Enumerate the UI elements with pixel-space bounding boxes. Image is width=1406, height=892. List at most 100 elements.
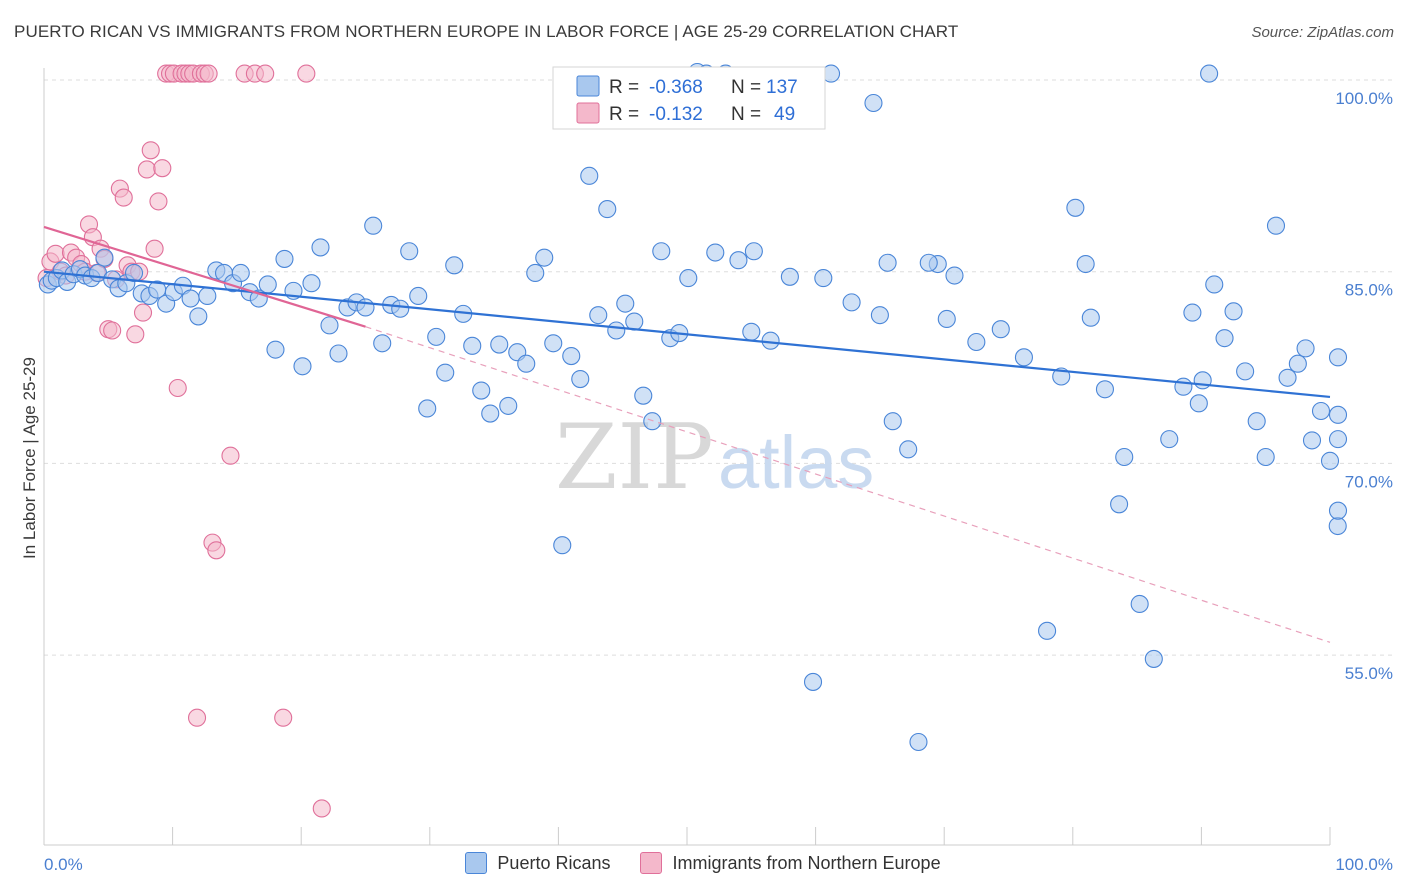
scatter-point bbox=[103, 321, 122, 340]
scatter-point bbox=[187, 708, 207, 727]
scatter-point bbox=[535, 248, 554, 267]
scatter-point bbox=[729, 251, 748, 270]
scatter-point bbox=[883, 412, 902, 431]
scatter-point bbox=[1302, 431, 1322, 450]
trend-line-puerto-ricans bbox=[43, 270, 1331, 399]
scatter-point bbox=[445, 256, 464, 275]
legend-n-value-pink: 49 bbox=[774, 104, 795, 125]
scatter-point bbox=[967, 332, 986, 352]
scatter-point bbox=[1193, 371, 1212, 390]
scatter-point bbox=[221, 446, 240, 465]
scatter-point bbox=[607, 321, 626, 340]
scatter-point bbox=[1278, 368, 1297, 387]
bottom-legend-swatch-blue bbox=[465, 852, 488, 874]
scatter-point bbox=[181, 289, 200, 308]
scatter-point bbox=[427, 327, 446, 346]
scatter-point bbox=[1110, 495, 1129, 514]
y-tick-label: 85.0% bbox=[1345, 281, 1393, 300]
series-points-immigrants bbox=[37, 64, 331, 818]
scatter-point bbox=[1144, 649, 1163, 668]
scatter-point bbox=[1266, 216, 1286, 235]
scatter-point bbox=[189, 307, 208, 326]
scatter-point bbox=[870, 306, 889, 325]
bottom-legend-item-puerto-ricans: Puerto Ricans bbox=[465, 852, 610, 874]
scatter-point bbox=[312, 799, 331, 818]
scatter-point bbox=[1328, 516, 1347, 536]
y-tick-label: 55.0% bbox=[1345, 664, 1393, 683]
y-tick-label: 100.0% bbox=[1335, 89, 1393, 108]
scatter-point bbox=[418, 399, 437, 418]
scatter-point bbox=[864, 93, 883, 113]
scatter-point bbox=[302, 274, 321, 293]
scatter-point bbox=[544, 334, 563, 353]
scatter-point bbox=[258, 275, 277, 294]
watermark-zip: ZIP bbox=[555, 405, 714, 510]
x-tick-labels: 0.0% 100.0% bbox=[44, 855, 1393, 874]
y-tick-label: 70.0% bbox=[1345, 472, 1393, 491]
scatter-point bbox=[761, 331, 780, 350]
scatter-point bbox=[1066, 198, 1085, 217]
bottom-legend-item-immigrants: Immigrants from Northern Europe bbox=[640, 852, 941, 874]
scatter-point bbox=[133, 303, 153, 322]
scatter-point bbox=[46, 244, 65, 263]
scatter-point bbox=[526, 263, 545, 283]
scatter-point bbox=[991, 320, 1010, 339]
scatter-point bbox=[400, 242, 419, 261]
scatter-point bbox=[145, 239, 164, 258]
scatter-point bbox=[256, 64, 275, 83]
scatter-point bbox=[137, 160, 156, 179]
scatter-point bbox=[878, 253, 897, 272]
scatter-point bbox=[744, 242, 763, 261]
scatter-point bbox=[553, 536, 572, 555]
axes bbox=[43, 68, 1331, 846]
scatter-point bbox=[463, 336, 482, 355]
scatter-point bbox=[1115, 447, 1134, 467]
scatter-point bbox=[652, 242, 671, 261]
bottom-legend-label-immigrants: Immigrants from Northern Europe bbox=[672, 852, 941, 873]
scatter-point bbox=[562, 346, 581, 366]
scatter-point bbox=[1130, 594, 1149, 614]
chart-title: PUERTO RICAN VS IMMIGRANTS FROM NORTHERN… bbox=[14, 22, 959, 41]
scatter-point bbox=[1288, 354, 1307, 373]
scatter-point bbox=[231, 263, 250, 283]
scatter-point bbox=[373, 334, 392, 353]
scatter-point bbox=[311, 238, 330, 257]
scatter-point bbox=[168, 378, 187, 398]
legend: R = -0.368 N = 137 R = -0.132 N = 49 bbox=[552, 66, 826, 130]
scatter-point bbox=[275, 249, 294, 268]
scatter-point bbox=[598, 200, 617, 219]
legend-r-value-pink: -0.132 bbox=[649, 104, 703, 125]
trend-lines bbox=[43, 225, 1331, 643]
source-label: Source: ZipAtlas.com bbox=[1251, 24, 1394, 41]
scatter-point bbox=[1236, 362, 1255, 381]
legend-n-value-blue: 137 bbox=[766, 77, 798, 98]
scatter-point bbox=[391, 299, 410, 318]
scatter-point bbox=[580, 166, 599, 185]
legend-swatch-blue bbox=[576, 75, 600, 97]
scatter-point bbox=[842, 293, 861, 312]
scatter-point bbox=[149, 192, 168, 211]
scatter-point bbox=[1328, 430, 1348, 449]
scatter-point bbox=[1328, 501, 1348, 520]
scatter-point bbox=[1200, 64, 1219, 83]
scatter-point bbox=[899, 440, 918, 459]
scatter-point bbox=[571, 370, 590, 389]
scatter-point bbox=[1189, 394, 1208, 413]
grid bbox=[44, 79, 1395, 656]
bottom-legend-label-puerto-ricans: Puerto Ricans bbox=[497, 852, 611, 873]
scatter-point bbox=[297, 64, 316, 83]
scatter-point bbox=[616, 294, 635, 313]
scatter-point bbox=[1296, 339, 1315, 358]
scatter-point bbox=[114, 188, 133, 207]
scatter-point bbox=[266, 340, 285, 359]
scatter-point bbox=[126, 325, 145, 344]
scatter-point bbox=[945, 266, 964, 285]
scatter-point bbox=[1081, 308, 1100, 327]
legend-swatch-pink bbox=[576, 102, 600, 124]
x-tick-label-max: 100.0% bbox=[1335, 855, 1393, 874]
scatter-point bbox=[814, 269, 833, 288]
scatter-point bbox=[1320, 451, 1340, 470]
legend-n-label-pink: N = bbox=[731, 104, 761, 125]
scatter-point bbox=[780, 267, 799, 286]
watermark: ZIP atlas bbox=[555, 405, 874, 510]
